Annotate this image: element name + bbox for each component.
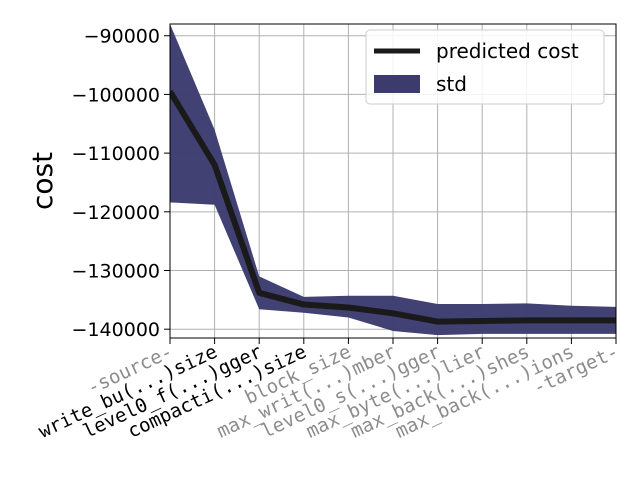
y-tick-label: −130000 xyxy=(72,261,160,283)
legend-label-predicted-cost: predicted cost xyxy=(436,39,579,63)
legend-band-swatch xyxy=(374,75,420,93)
y-tick-label: −120000 xyxy=(72,202,160,224)
y-tick-label: −140000 xyxy=(72,319,160,341)
y-tick-label: −90000 xyxy=(84,26,160,48)
predicted-cost-polyline xyxy=(170,89,616,325)
y-ticks: −90000 −100000 −110000 −120000 −130000 −14000… xyxy=(72,26,170,341)
predicted-cost-line xyxy=(170,89,616,325)
y-tick-label: −100000 xyxy=(72,84,160,106)
y-axis-label: cost xyxy=(26,152,59,210)
y-tick-label: −110000 xyxy=(72,143,160,165)
legend: predicted cost std xyxy=(365,29,605,105)
legend-label-std: std xyxy=(436,72,467,96)
legend-box xyxy=(365,29,605,105)
x-ticks: -source-write_bu(...)sizelevel0_f(...)gg… xyxy=(35,338,622,443)
